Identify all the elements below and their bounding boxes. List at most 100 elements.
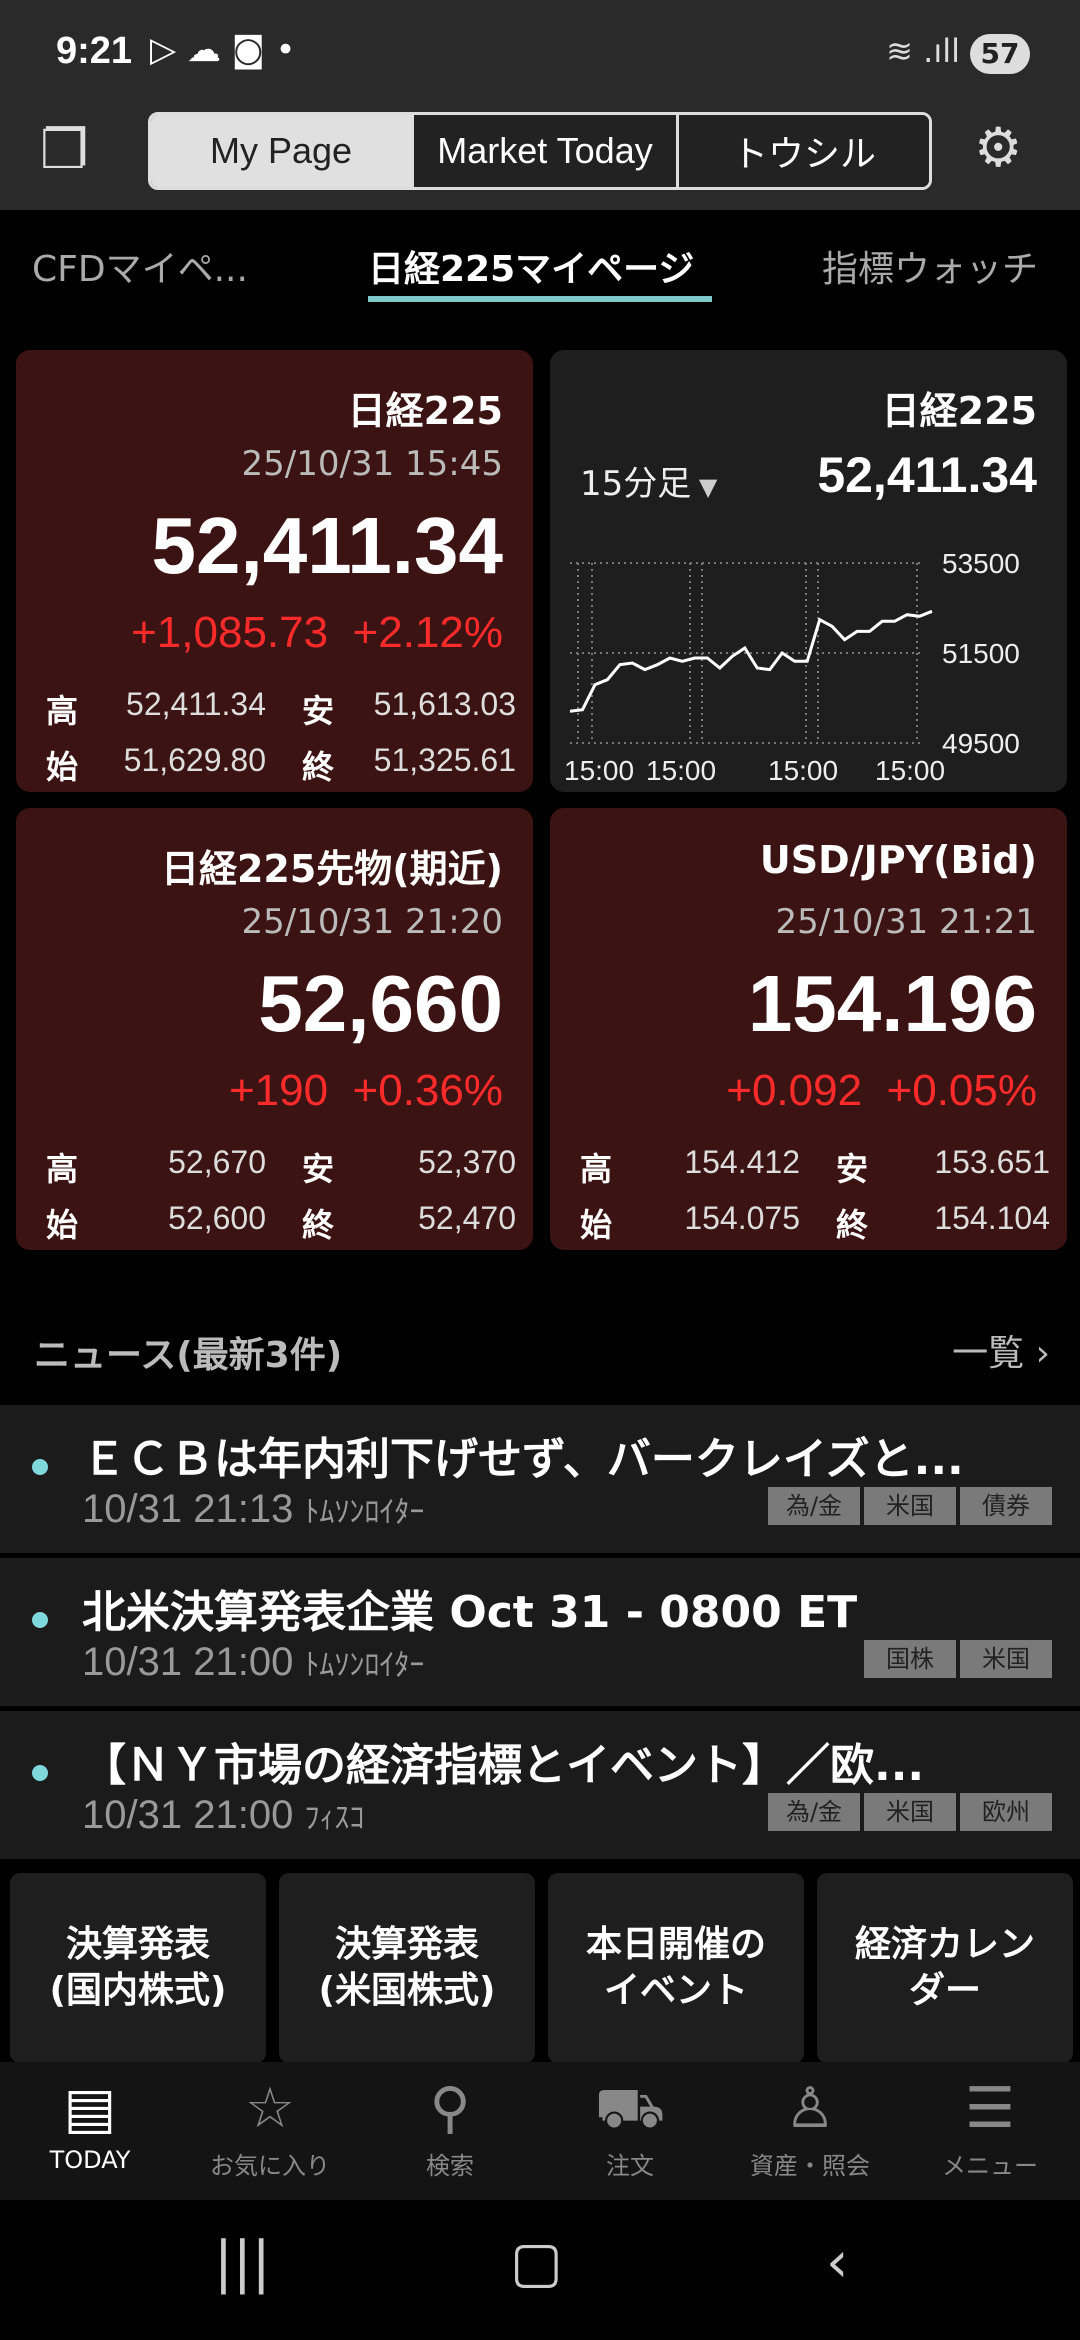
- news-item[interactable]: 【ＮＹ市場の経済指標とイベント】／欧... 10/31 21:00 ﾌｨｽｺ 為…: [0, 1711, 1080, 1859]
- tile-earnings-domestic[interactable]: 決算発表 (国内株式): [10, 1873, 266, 2063]
- card-change: +190: [228, 1066, 329, 1115]
- active-tab-indicator: [368, 296, 712, 302]
- card-title: 日経225先物(期近): [160, 847, 503, 891]
- low-label: 安: [302, 692, 335, 730]
- copy-pages-icon[interactable]: ❐: [40, 118, 89, 181]
- nav-today[interactable]: ▤ TODAY: [0, 2072, 180, 2174]
- card-change-pct: +0.05%: [886, 1066, 1037, 1115]
- nav-label: お気に入り: [210, 2152, 330, 2180]
- nav-search[interactable]: ⚲ 検索: [360, 2072, 540, 2181]
- nav-label: TODAY: [49, 2146, 131, 2174]
- segment-my-page[interactable]: My Page: [151, 115, 411, 187]
- tab-cfd-mypage[interactable]: CFDマイペ...: [32, 249, 248, 290]
- close-label: 終: [302, 1206, 335, 1244]
- close-value: 51,325.61: [373, 742, 516, 778]
- tile-today-events[interactable]: 本日開催の イベント: [548, 1873, 804, 2063]
- home-button[interactable]: ▢: [510, 2230, 563, 2295]
- news-tag: 為/金: [768, 1793, 860, 1831]
- card-datetime: 25/10/31 21:20: [241, 902, 504, 942]
- card-change-pct: +2.12%: [352, 608, 503, 657]
- high-value: 52,670: [168, 1144, 266, 1180]
- news-item[interactable]: ＥＣＢは年内利下げせず、バークレイズと... 10/31 21:13 ﾄﾑｿﾝﾛ…: [0, 1405, 1080, 1553]
- high-label: 高: [46, 1150, 79, 1188]
- interval-dropdown[interactable]: 15分足 ▼: [580, 456, 717, 505]
- open-label: 始: [46, 1206, 79, 1244]
- news-time: 10/31 21:00: [82, 1793, 294, 1837]
- nav-menu[interactable]: ☰ メニュー: [900, 2072, 1080, 2181]
- x-tick-label: 15:00: [875, 755, 945, 786]
- card-change: +0.092: [726, 1066, 863, 1115]
- news-item[interactable]: 北米決算発表企業 Oct 31 - 0800 ET 10/31 21:00 ﾄﾑ…: [0, 1558, 1080, 1706]
- news-icon: ▤: [63, 2076, 117, 2141]
- news-time: 10/31 21:00: [82, 1640, 294, 1684]
- cart-icon: ⛟: [594, 2076, 666, 2141]
- close-label: 終: [302, 748, 335, 786]
- chart-card-nikkei[interactable]: 日経225 15分足 ▼ 52,411.34 53500 51500 49500 15…: [550, 350, 1067, 792]
- card-value: 52,411.34: [151, 501, 503, 590]
- y-tick-label: 49500: [942, 728, 1020, 759]
- quote-card-nikkei[interactable]: 日経225 25/10/31 15:45 52,411.34 +1,085.73…: [16, 350, 533, 792]
- gear-icon[interactable]: ⚙: [974, 116, 1023, 179]
- news-all-link[interactable]: 一覧 ›: [952, 1324, 1050, 1376]
- high-label: 高: [46, 692, 79, 730]
- wifi-signal-icon: ≋ .ıll: [886, 32, 960, 70]
- x-tick-label: 15:00: [646, 755, 716, 786]
- unread-dot-icon: [32, 1765, 48, 1781]
- news-all-label: 一覧: [952, 1333, 1025, 1374]
- high-value: 52,411.34: [126, 686, 266, 722]
- news-tag: 債券: [960, 1487, 1052, 1525]
- card-datetime: 25/10/31 15:45: [241, 444, 504, 484]
- back-button[interactable]: ‹: [826, 2230, 849, 2295]
- battery-indicator: 57: [970, 34, 1030, 74]
- menu-icon: ☰: [964, 2076, 1016, 2141]
- news-tag: 米国: [864, 1487, 956, 1525]
- card-datetime: 25/10/31 21:21: [775, 902, 1038, 942]
- close-value: 154.104: [934, 1200, 1050, 1236]
- chart-card-title: 日経225: [881, 389, 1037, 433]
- quote-card-usdjpy[interactable]: USD/JPY(Bid) 25/10/31 21:21 154.196 +0.0…: [550, 808, 1067, 1250]
- news-source: ﾄﾑｿﾝﾛｲﾀｰ: [304, 1496, 425, 1529]
- news-tag: 為/金: [768, 1487, 860, 1525]
- segment-market-today[interactable]: Market Today: [411, 115, 676, 187]
- high-label: 高: [580, 1150, 613, 1188]
- open-value: 154.075: [684, 1200, 800, 1236]
- sub-tabs: CFDマイペ... 日経225マイページ 指標ウォッチ: [0, 210, 1080, 310]
- tab-nikkei-mypage[interactable]: 日経225マイページ: [368, 249, 695, 290]
- news-tag: 欧州: [960, 1793, 1052, 1831]
- tile-earnings-us[interactable]: 決算発表 (米国株式): [279, 1873, 535, 2063]
- x-tick-label: 15:00: [564, 755, 634, 786]
- recent-apps-button[interactable]: |||: [214, 2230, 271, 2295]
- bottom-nav: ▤ TODAY ☆ お気に入り ⚲ 検索 ⛟ 注文 ♙ 資産・照会 ☰ メニュー: [0, 2062, 1080, 2200]
- segment-toushiru[interactable]: トウシル: [676, 115, 929, 187]
- status-bar: 9:21 ▷ ☁ ◙ • ≋ .ıll 57: [0, 0, 1080, 110]
- clock: 9:21: [56, 30, 133, 72]
- card-title: 日経225: [347, 389, 503, 433]
- open-value: 51,629.80: [123, 742, 266, 778]
- high-value: 154.412: [684, 1144, 800, 1180]
- nav-order[interactable]: ⛟ 注文: [540, 2072, 720, 2181]
- search-icon: ⚲: [429, 2076, 471, 2141]
- card-value: 154.196: [747, 959, 1037, 1048]
- card-change-pct: +0.36%: [352, 1066, 503, 1115]
- news-tag: 米国: [960, 1640, 1052, 1678]
- quote-card-nikkei-futures[interactable]: 日経225先物(期近) 25/10/31 21:20 52,660 +190 +…: [16, 808, 533, 1250]
- card-change: +1,085.73: [131, 608, 329, 657]
- nav-favorites[interactable]: ☆ お気に入り: [180, 2072, 360, 2181]
- low-value: 51,613.03: [373, 686, 516, 722]
- nav-label: 注文: [606, 2152, 654, 2180]
- segment-control: My Page Market Today トウシル: [148, 112, 932, 190]
- open-value: 52,600: [168, 1200, 266, 1236]
- tab-indicator-watch[interactable]: 指標ウォッチ: [822, 249, 1039, 290]
- card-title: USD/JPY(Bid): [759, 838, 1037, 882]
- nav-label: 検索: [426, 2152, 474, 2180]
- close-label: 終: [836, 1206, 869, 1244]
- news-title: 北米決算発表企業 Oct 31 - 0800 ET: [82, 1587, 858, 1638]
- y-tick-label: 51500: [942, 638, 1020, 669]
- low-label: 安: [302, 1150, 335, 1188]
- low-value: 153.651: [934, 1144, 1050, 1180]
- tile-economic-calendar[interactable]: 経済カレン ダー: [817, 1873, 1073, 2063]
- chart-card-value: 52,411.34: [817, 447, 1037, 503]
- unread-dot-icon: [32, 1459, 48, 1475]
- nav-assets[interactable]: ♙ 資産・照会: [720, 2072, 900, 2181]
